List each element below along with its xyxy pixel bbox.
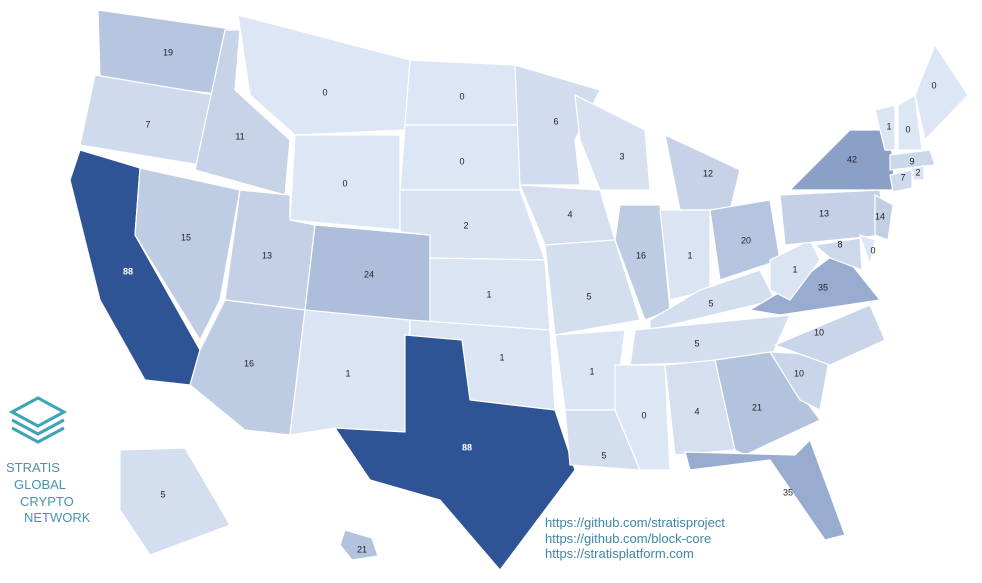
state-value: 4 [567,209,572,219]
state-value: 13 [262,250,272,260]
state-value: 42 [847,154,857,164]
state-value: 2 [463,220,468,230]
state-value: 1 [486,289,491,299]
state-value: 0 [641,410,646,420]
state-value: 6 [553,116,558,126]
state-value: 8 [837,239,842,249]
state-value: 19 [163,47,173,57]
logo-text: GLOBAL [14,477,66,492]
state-value: 1 [687,250,692,260]
state-value: 13 [819,208,829,218]
state-value: 16 [636,250,646,260]
link[interactable]: https://github.com/block-core [545,531,711,546]
state [339,529,379,561]
state-value: 20 [741,235,751,245]
state-value: 1 [345,368,350,378]
state [859,234,876,268]
state [912,165,925,181]
state-value: 5 [708,298,713,308]
state-value: 1 [499,352,504,362]
state-value: 2 [915,167,920,177]
states: 1978811150013162410021188645153161212055… [69,9,969,571]
state [194,29,291,196]
state [614,364,671,471]
state-value: 11 [235,131,244,141]
state [874,193,894,241]
state [333,334,576,571]
link[interactable]: https://stratisplatform.com [545,546,694,561]
state-value: 1 [589,366,594,376]
state-value: 0 [931,80,936,90]
state-value: 14 [875,211,885,221]
state-value: 0 [459,156,464,166]
state-value: 3 [619,151,624,161]
state [237,14,411,136]
state-value: 10 [794,368,804,378]
state-value: 5 [586,291,591,301]
state-value: 21 [752,402,762,412]
logo-text: NETWORK [24,510,91,525]
state [813,237,863,271]
state-value: 0 [870,245,875,255]
state [889,149,936,171]
state-value: 88 [123,266,133,276]
state-value: 15 [181,232,191,242]
state [544,239,641,336]
state-value: 0 [322,87,327,97]
state [773,304,886,366]
state [714,351,821,456]
state-value: 10 [814,327,824,337]
state [874,104,896,151]
state-value: 5 [160,489,165,499]
state-value: 88 [462,442,472,452]
state-value: 24 [364,269,374,279]
logo-text: STRATIS [6,460,60,475]
state [514,64,601,186]
logo-text: CRYPTO [20,494,74,509]
state [897,94,923,151]
logo-icon [8,396,68,444]
state-value: 1 [886,121,891,131]
state [684,438,846,541]
state-value: 0 [342,178,347,188]
link[interactable]: https://github.com/stratisproject [545,515,725,530]
state-value: 7 [900,172,905,182]
state [889,169,913,193]
state-value: 4 [694,406,699,416]
state-value: 7 [145,119,150,129]
state-value: 0 [459,91,464,101]
state [134,167,241,342]
state-value: 35 [783,487,793,497]
state-value: 5 [694,338,699,348]
state [574,93,651,191]
state-value: 35 [818,282,828,292]
state [779,189,886,246]
state [119,447,231,556]
state-value: 5 [601,450,606,460]
state-value: 12 [703,168,713,178]
state-value: 16 [244,358,254,368]
state-value: 0 [905,124,910,134]
state-value: 9 [909,156,914,166]
state-value: 21 [357,544,367,554]
state [914,43,969,142]
state-value: 1 [792,264,797,274]
